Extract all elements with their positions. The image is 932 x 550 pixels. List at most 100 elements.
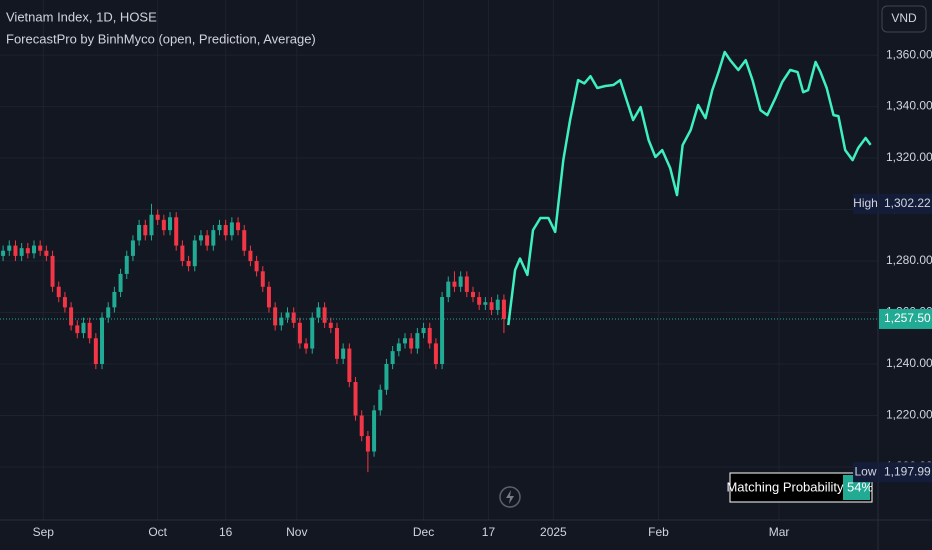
candle-body	[174, 217, 179, 246]
x-tick-label: 16	[219, 525, 233, 539]
marker-name-box	[853, 462, 878, 483]
candle-body	[236, 222, 241, 231]
candle-body	[279, 317, 284, 326]
candle-body	[248, 250, 253, 262]
candle-body	[266, 286, 271, 308]
marker-value: 1,197.99	[884, 464, 931, 478]
x-tick-label: 17	[482, 525, 496, 539]
candle-body	[106, 307, 111, 318]
candle-body	[124, 255, 129, 274]
candle-body	[365, 436, 370, 452]
candle-body	[427, 327, 432, 344]
candle-body	[81, 322, 86, 334]
candle-body	[384, 364, 389, 390]
candle-body	[38, 245, 43, 251]
probability-label: Matching Probability	[726, 479, 844, 494]
candle-body	[180, 245, 185, 262]
candle-body	[62, 297, 67, 308]
y-tick-label: 1,360.00	[886, 47, 932, 61]
candle-body	[464, 276, 469, 292]
candle-body	[440, 297, 445, 364]
candle-body	[334, 327, 339, 359]
replay-icon[interactable]	[506, 490, 514, 504]
candle-body	[205, 235, 210, 246]
candle-body	[316, 307, 321, 318]
candle-body	[390, 351, 395, 364]
price-labels: 1,257.50 High 1,302.22 Low 1,197.99	[853, 193, 932, 483]
candle-body	[56, 286, 61, 298]
candle-body	[118, 273, 123, 292]
y-tick-label: 1,340.00	[886, 99, 932, 113]
candle-body	[1, 250, 6, 256]
candle-body	[161, 219, 166, 231]
candle-body	[452, 281, 457, 287]
marker-name-box	[853, 193, 878, 214]
candle-body	[100, 317, 105, 364]
candle-body	[93, 338, 98, 364]
marker-value-box	[879, 462, 932, 483]
x-tick-label: Sep	[33, 525, 55, 539]
x-tick-label: Feb	[648, 525, 669, 539]
candle-body	[198, 235, 203, 241]
candle-body	[242, 230, 247, 251]
y-tick-label: 1,220.00	[886, 408, 932, 422]
candle-body	[483, 302, 488, 305]
candle-body	[87, 322, 92, 339]
marker-value-box	[879, 193, 932, 214]
plot	[0, 50, 878, 473]
candle-body	[297, 322, 302, 344]
candle-body	[372, 410, 377, 452]
candle-body	[446, 281, 451, 298]
chart-title: Vietnam Index, 1D, HOSE	[6, 9, 157, 24]
y-tick-label: 1,280.00	[886, 253, 932, 267]
candle-body	[471, 291, 476, 298]
candle-body	[415, 333, 420, 349]
candle-body	[143, 224, 148, 236]
marker-name: Low	[854, 464, 876, 478]
candle-body	[285, 312, 290, 318]
candle-body	[260, 271, 265, 287]
x-tick-label: Dec	[413, 525, 434, 539]
candle-body	[359, 415, 364, 437]
last-price-label: 1,257.50	[884, 311, 931, 325]
grid	[0, 0, 878, 520]
candle-body	[501, 299, 506, 319]
candle-body	[378, 389, 383, 411]
x-tick-label: 2025	[540, 525, 567, 539]
replay-icon[interactable]	[499, 486, 521, 508]
candle-body	[25, 248, 30, 254]
candle-body	[192, 240, 197, 267]
candle-body	[155, 214, 160, 220]
candle-body	[477, 297, 482, 305]
y-tick-label: 1,320.00	[886, 150, 932, 164]
marker-value: 1,302.22	[884, 196, 931, 210]
candle-body	[322, 307, 327, 323]
candle-body	[353, 382, 358, 416]
candle-body	[341, 348, 346, 359]
candle-body	[7, 245, 12, 251]
probability-value: 54%	[847, 479, 873, 494]
candle-body	[489, 302, 494, 310]
candle-body	[149, 214, 154, 236]
x-tick-label: Oct	[148, 525, 167, 539]
candle-body	[402, 338, 407, 344]
candle-body	[458, 276, 463, 287]
candle-body	[44, 250, 49, 256]
forecast-line	[507, 50, 872, 326]
candle-body	[186, 261, 191, 267]
indicator-title: ForecastPro by BinhMyco (open, Predictio…	[6, 31, 316, 46]
candle-body	[291, 312, 296, 323]
candle-body	[50, 255, 55, 287]
currency[interactable]: VND	[891, 11, 917, 25]
x-tick-label: Nov	[286, 525, 307, 539]
currency-button[interactable]	[881, 5, 927, 33]
candle-body	[137, 224, 142, 241]
candle-body	[112, 291, 117, 308]
marker-name: High	[853, 196, 878, 210]
candle-body	[223, 224, 228, 236]
candle-body	[304, 343, 309, 349]
candle-body	[13, 245, 18, 256]
candle-body	[229, 222, 234, 236]
